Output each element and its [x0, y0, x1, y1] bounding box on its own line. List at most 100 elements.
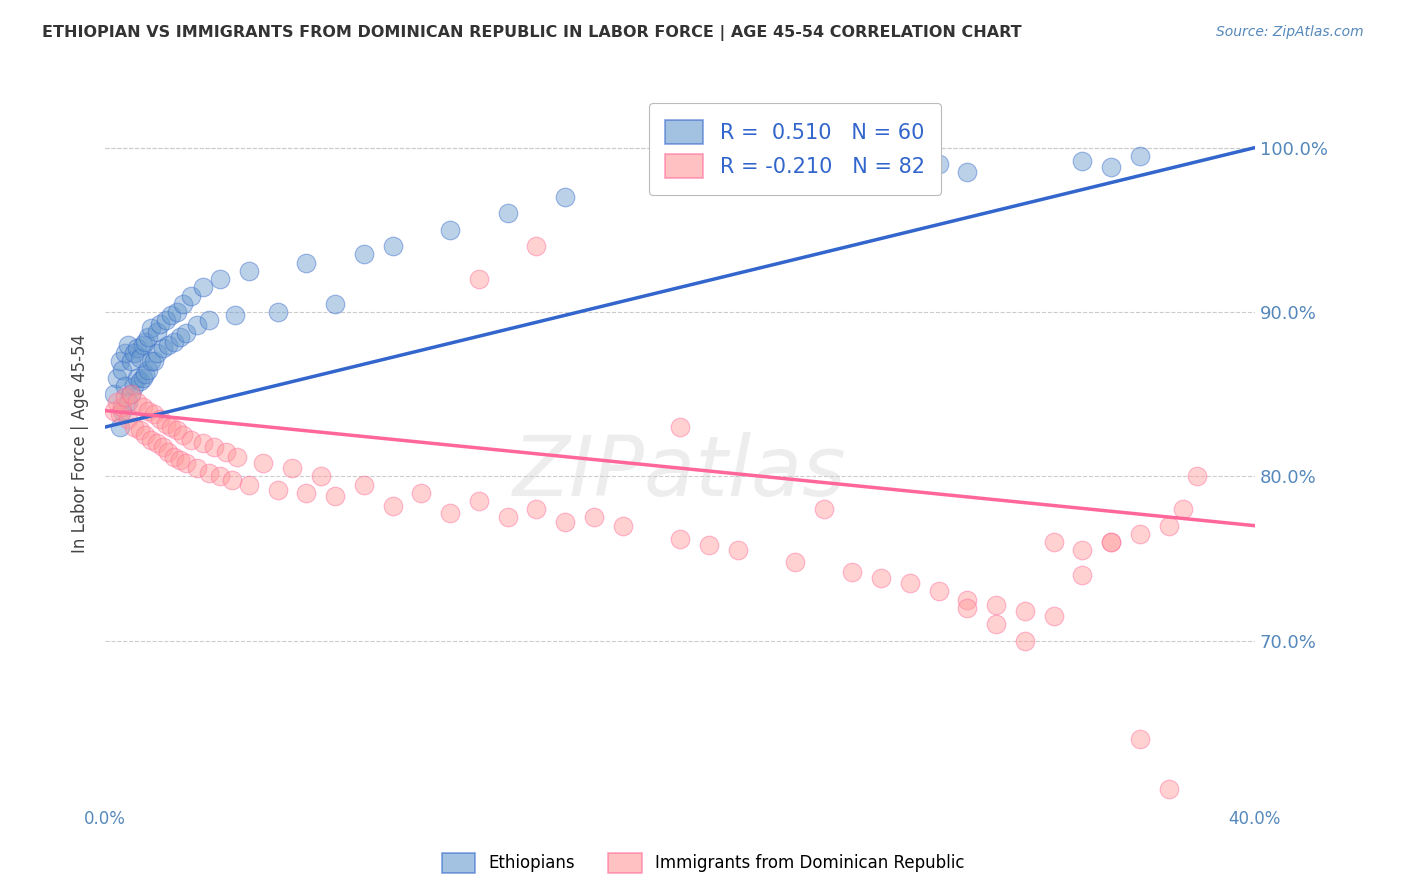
- Point: [169, 329, 191, 343]
- Point: [136, 362, 159, 376]
- Point: [554, 516, 576, 530]
- Point: [411, 485, 433, 500]
- Point: [111, 362, 134, 376]
- Point: [727, 543, 749, 558]
- Point: [105, 395, 128, 409]
- Point: [697, 538, 720, 552]
- Legend: Ethiopians, Immigrants from Dominican Republic: Ethiopians, Immigrants from Dominican Re…: [434, 847, 972, 880]
- Point: [122, 346, 145, 360]
- Point: [155, 313, 177, 327]
- Point: [131, 370, 153, 384]
- Point: [149, 317, 172, 331]
- Point: [295, 256, 318, 270]
- Point: [1157, 518, 1180, 533]
- Point: [143, 407, 166, 421]
- Point: [209, 469, 232, 483]
- Point: [128, 423, 150, 437]
- Point: [238, 264, 260, 278]
- Point: [131, 338, 153, 352]
- Point: [221, 473, 243, 487]
- Point: [166, 423, 188, 437]
- Point: [439, 223, 461, 237]
- Point: [266, 305, 288, 319]
- Point: [117, 395, 139, 409]
- Point: [197, 313, 219, 327]
- Point: [1071, 568, 1094, 582]
- Point: [928, 157, 950, 171]
- Point: [468, 494, 491, 508]
- Point: [146, 346, 169, 360]
- Point: [114, 379, 136, 393]
- Point: [152, 341, 174, 355]
- Point: [108, 354, 131, 368]
- Text: ETHIOPIAN VS IMMIGRANTS FROM DOMINICAN REPUBLIC IN LABOR FORCE | AGE 45-54 CORRE: ETHIOPIAN VS IMMIGRANTS FROM DOMINICAN R…: [42, 25, 1022, 41]
- Point: [1014, 633, 1036, 648]
- Point: [197, 466, 219, 480]
- Point: [163, 450, 186, 464]
- Point: [180, 434, 202, 448]
- Point: [152, 440, 174, 454]
- Point: [928, 584, 950, 599]
- Point: [956, 600, 979, 615]
- Point: [496, 206, 519, 220]
- Point: [157, 444, 180, 458]
- Point: [157, 338, 180, 352]
- Point: [266, 483, 288, 497]
- Point: [238, 477, 260, 491]
- Point: [1099, 161, 1122, 175]
- Point: [131, 401, 153, 415]
- Point: [1129, 732, 1152, 747]
- Point: [986, 617, 1008, 632]
- Point: [783, 555, 806, 569]
- Point: [134, 428, 156, 442]
- Point: [186, 318, 208, 333]
- Point: [103, 403, 125, 417]
- Point: [125, 370, 148, 384]
- Point: [870, 571, 893, 585]
- Point: [191, 436, 214, 450]
- Point: [813, 502, 835, 516]
- Point: [180, 288, 202, 302]
- Text: ZIPatlas: ZIPatlas: [513, 432, 846, 513]
- Point: [141, 434, 163, 448]
- Point: [1129, 527, 1152, 541]
- Point: [381, 239, 404, 253]
- Point: [141, 354, 163, 368]
- Point: [554, 190, 576, 204]
- Point: [226, 450, 249, 464]
- Point: [120, 354, 142, 368]
- Y-axis label: In Labor Force | Age 45-54: In Labor Force | Age 45-54: [72, 334, 89, 553]
- Point: [281, 461, 304, 475]
- Point: [172, 428, 194, 442]
- Point: [122, 420, 145, 434]
- Point: [1042, 535, 1064, 549]
- Point: [1187, 469, 1209, 483]
- Point: [166, 305, 188, 319]
- Point: [120, 387, 142, 401]
- Point: [172, 297, 194, 311]
- Point: [323, 297, 346, 311]
- Point: [524, 502, 547, 516]
- Point: [612, 518, 634, 533]
- Point: [353, 247, 375, 261]
- Point: [114, 346, 136, 360]
- Point: [898, 576, 921, 591]
- Point: [841, 565, 863, 579]
- Point: [125, 395, 148, 409]
- Point: [1099, 535, 1122, 549]
- Point: [496, 510, 519, 524]
- Point: [1042, 609, 1064, 624]
- Point: [108, 407, 131, 421]
- Point: [669, 420, 692, 434]
- Point: [143, 354, 166, 368]
- Point: [111, 401, 134, 415]
- Point: [204, 440, 226, 454]
- Point: [381, 499, 404, 513]
- Point: [120, 387, 142, 401]
- Point: [669, 532, 692, 546]
- Point: [122, 379, 145, 393]
- Point: [108, 420, 131, 434]
- Point: [174, 456, 197, 470]
- Point: [169, 453, 191, 467]
- Point: [295, 485, 318, 500]
